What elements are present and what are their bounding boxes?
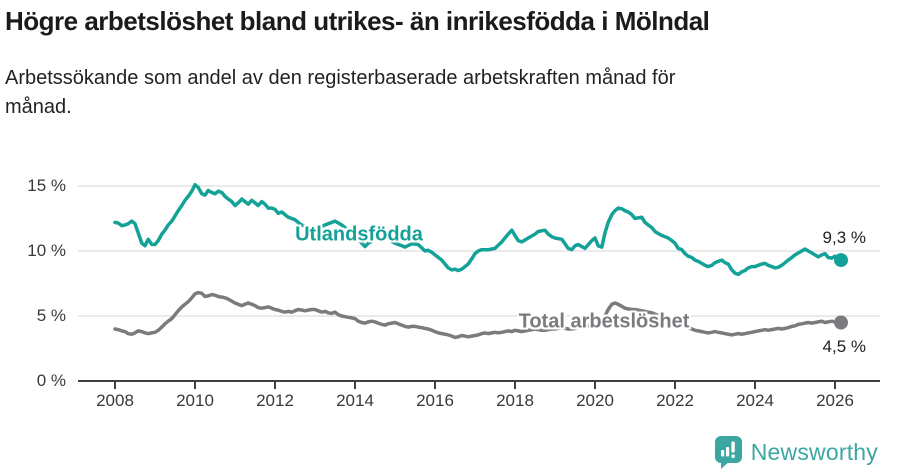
series-end-value-label: 4,5 % [822,337,866,356]
x-axis-tick-label: 2014 [336,391,374,410]
series-end-dot [834,315,848,330]
series-end-dot [834,253,848,268]
x-axis-tick-label: 2026 [816,391,854,410]
x-axis-tick-label: 2010 [176,391,214,410]
newsworthy-wordmark: Newsworthy [750,438,878,465]
x-axis-tick-label: 2018 [496,391,534,410]
y-axis-tick-label: 5 % [36,306,66,325]
y-axis-tick-label: 10 % [27,241,66,260]
series-inline-label: Utlandsfödda [295,223,423,246]
y-axis-tick-label: 15 % [27,176,66,195]
newsworthy-logo-icon [714,436,742,469]
chart-subtitle: Arbetssökande som andel av den registerb… [5,64,675,122]
series-inline-label: Total arbetslöshet [518,310,690,333]
x-axis-tick-label: 2020 [576,391,614,410]
chart-subtitle-line2: månad. [5,96,72,118]
x-axis-tick-label: 2022 [656,391,694,410]
x-axis-tick-label: 2012 [256,391,294,410]
series-line-total-arbetsl-shet [113,290,843,340]
x-axis-tick-label: 2008 [96,391,134,410]
chart-subtitle-line1: Arbetssökande som andel av den registerb… [5,67,676,89]
x-axis-tick-label: 2024 [736,391,774,410]
newsworthy-brand-lockup: Newsworthy [714,435,878,469]
chart-title: Högre arbetslöshet bland utrikes- än inr… [5,6,710,36]
y-axis-tick-label: 0 % [36,371,66,390]
series-end-value-label: 9,3 % [822,228,866,247]
x-axis-tick-label: 2016 [416,391,454,410]
series-line-utlandsf-dda [113,182,843,277]
